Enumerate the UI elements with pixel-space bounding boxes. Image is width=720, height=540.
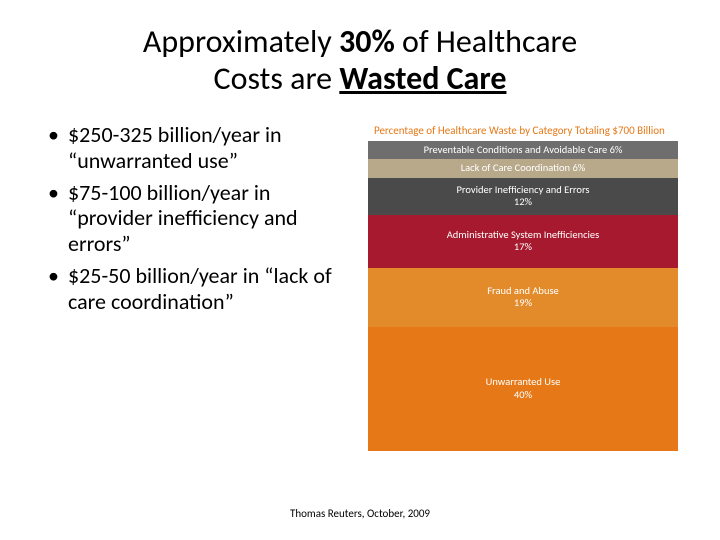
bullet-item: $25-50 billion/year in “lack of care coo…: [48, 263, 348, 315]
bullet-item: $75-100 billion/year in “provider ineffi…: [48, 180, 348, 258]
chart-segment: Fraud and Abuse 19%: [368, 268, 678, 327]
bullet-list: $250-325 billion/year in “unwarranted us…: [48, 122, 348, 322]
bullet-text: $250-325 billion/year in “unwarranted us…: [68, 121, 282, 174]
bullet-text: $25-50 billion/year in “lack of care coo…: [68, 262, 332, 315]
title-line2-pre: Costs are: [214, 59, 340, 98]
title-line1-post: of Healthcare: [395, 22, 577, 61]
chart-segment: Lack of Care Coordination 6%: [368, 159, 678, 178]
title-line1-bold: 30%: [339, 22, 395, 61]
slide-title: Approximately 30% of Healthcare Costs ar…: [48, 24, 672, 98]
chart-segment: Preventable Conditions and Avoidable Car…: [368, 141, 678, 160]
stacked-bar: Preventable Conditions and Avoidable Car…: [368, 141, 678, 451]
title-line1-pre: Approximately: [143, 22, 339, 61]
chart-segment: Provider Inefficiency and Errors 12%: [368, 178, 678, 215]
bullet-text: $75-100 billion/year in “provider ineffi…: [68, 179, 298, 258]
citation: Thomas Reuters, October, 2009: [0, 507, 720, 520]
content-row: $250-325 billion/year in “unwarranted us…: [48, 122, 672, 451]
title-line2-bold: Wasted Care: [339, 59, 506, 98]
bullet-item: $250-325 billion/year in “unwarranted us…: [48, 122, 348, 174]
waste-chart: Percentage of Healthcare Waste by Catego…: [368, 122, 678, 451]
slide: Approximately 30% of Healthcare Costs ar…: [0, 0, 720, 540]
chart-title: Percentage of Healthcare Waste by Catego…: [368, 122, 678, 141]
chart-segment: Administrative System Inefficiencies 17%: [368, 215, 678, 268]
chart-segment: Unwarranted Use 40%: [368, 327, 678, 451]
